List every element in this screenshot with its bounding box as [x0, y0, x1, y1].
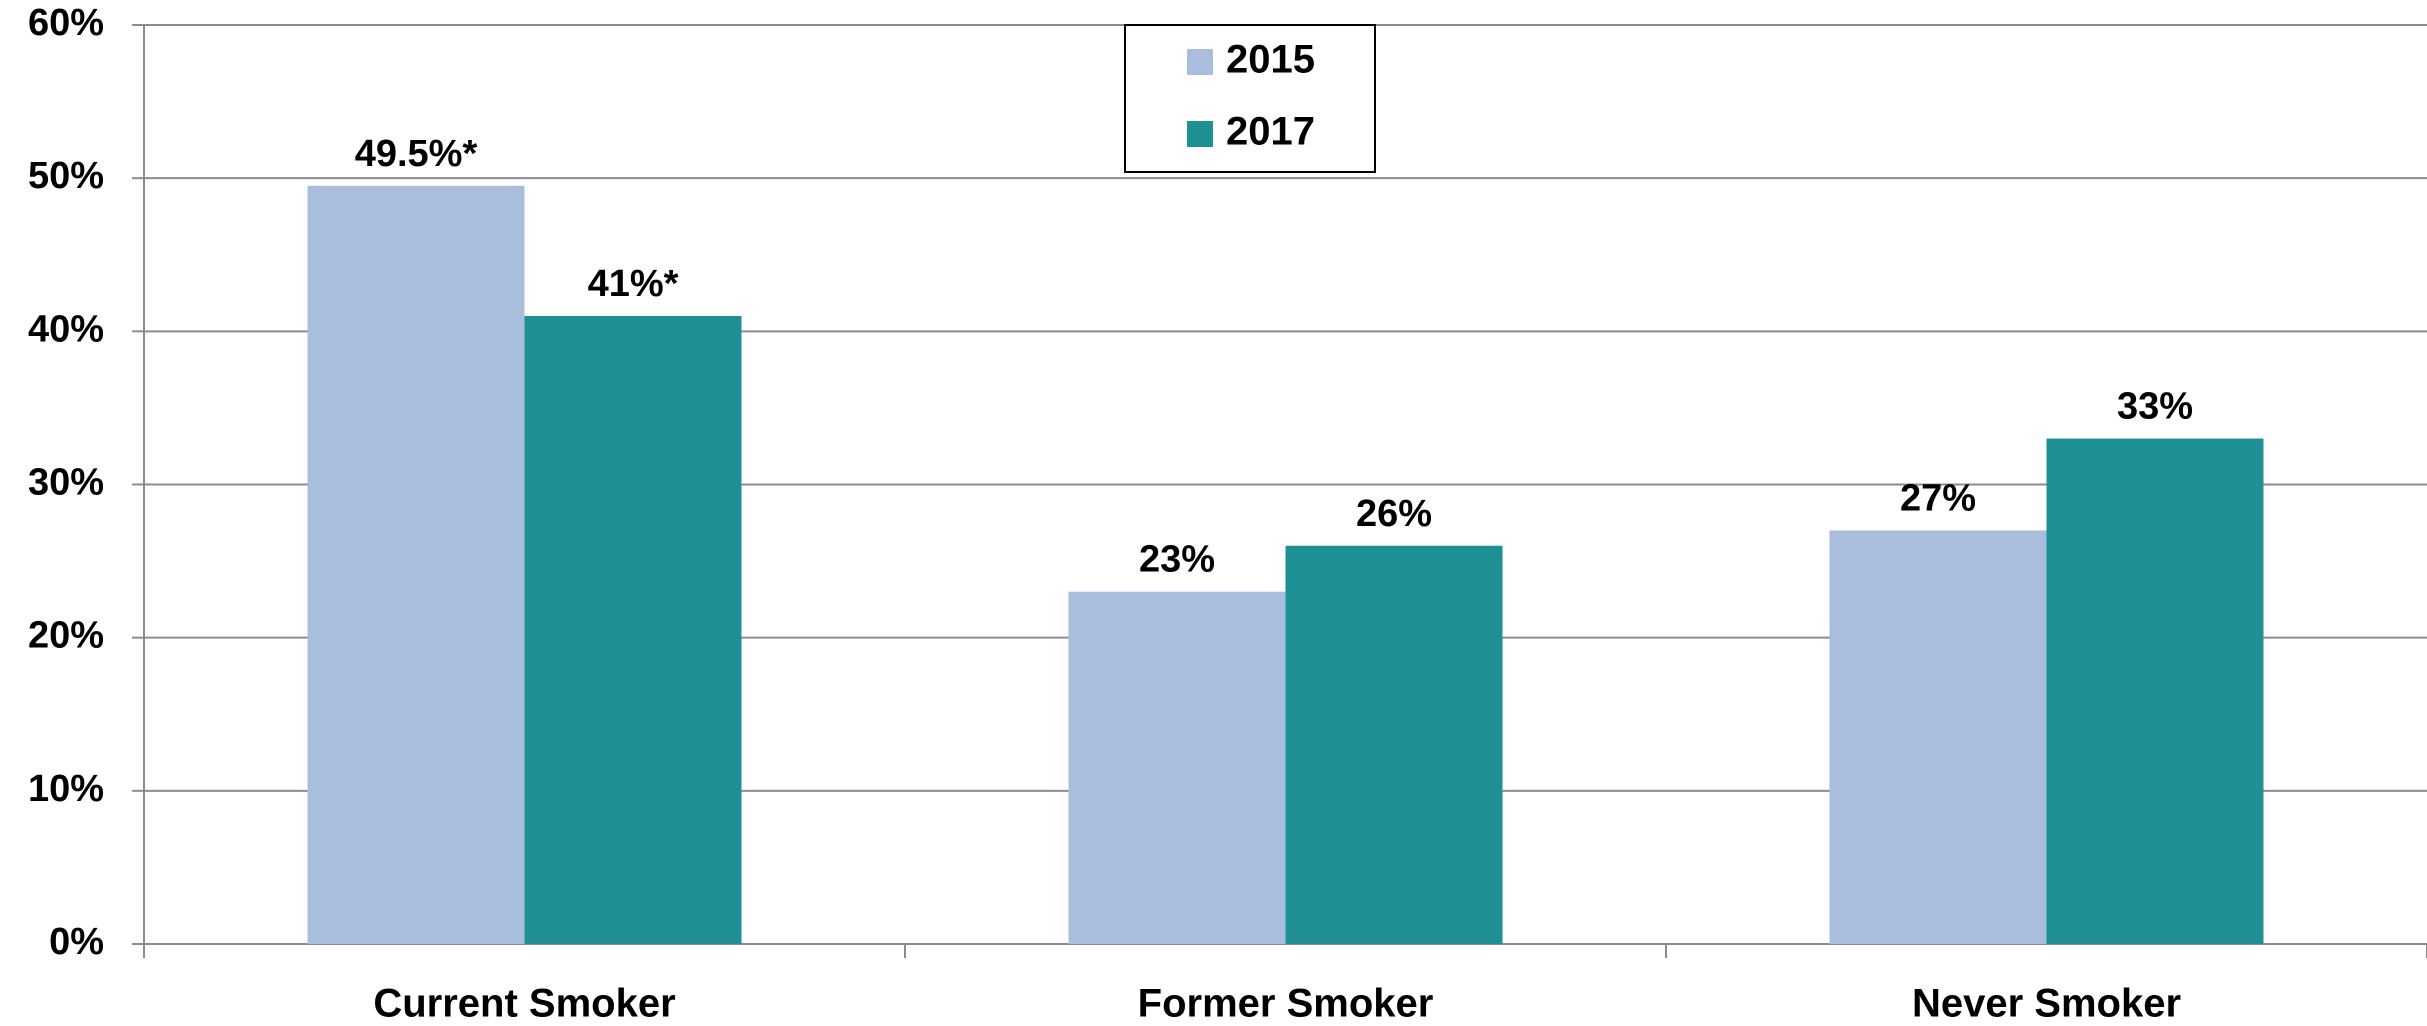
legend-swatch — [1187, 121, 1213, 147]
y-tick-label: 30% — [28, 462, 104, 504]
bar — [1068, 591, 1286, 944]
legend-box — [1124, 24, 1376, 173]
x-tick-label: Former Smoker — [1138, 982, 1434, 1026]
x-tick-label: Never Smoker — [1912, 982, 2181, 1026]
legend-label: 2015 — [1226, 38, 1315, 82]
y-tick-label: 10% — [28, 768, 104, 810]
y-tick-label: 0% — [49, 921, 104, 963]
bar — [1285, 545, 1503, 944]
bar — [524, 316, 742, 944]
bar — [1829, 530, 2047, 944]
data-label: 49.5%* — [355, 133, 478, 175]
y-tick-label: 50% — [28, 155, 104, 197]
legend-swatch — [1187, 49, 1213, 75]
data-label: 26% — [1356, 493, 1432, 535]
y-tick-label: 20% — [28, 615, 104, 657]
x-tick-label: Current Smoker — [373, 982, 675, 1026]
y-tick-label: 40% — [28, 308, 104, 350]
data-label: 27% — [1900, 477, 1976, 519]
y-tick-label: 60% — [28, 2, 104, 44]
bar — [307, 185, 525, 944]
data-label: 41%* — [588, 263, 679, 305]
data-label: 33% — [2117, 386, 2193, 428]
legend-label: 2017 — [1226, 110, 1315, 154]
bar — [2046, 438, 2264, 944]
data-label: 23% — [1139, 539, 1215, 581]
